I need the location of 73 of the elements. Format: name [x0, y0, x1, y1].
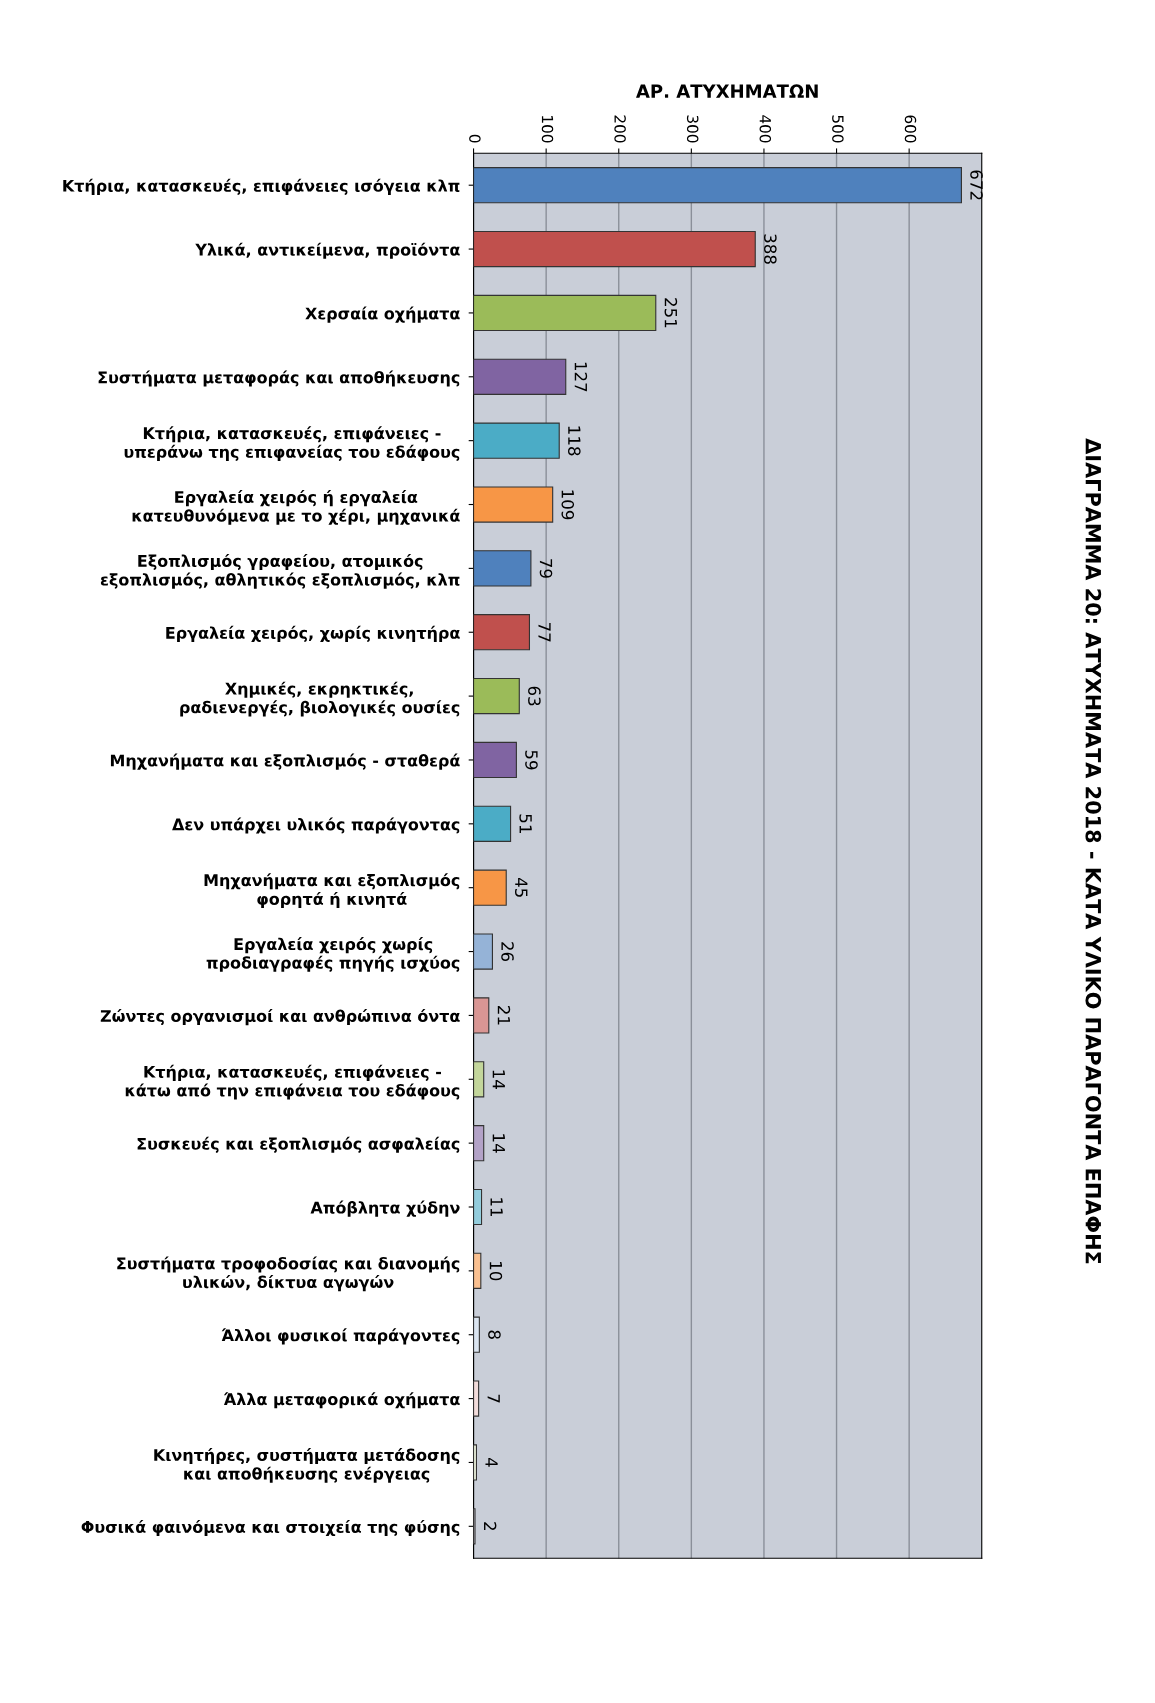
y-tick-label: Άλλα μεταφορικά οχήματα	[223, 1392, 460, 1409]
bar	[473, 230, 756, 268]
bar	[473, 997, 490, 1034]
y-tick-label: Κτήρια, κατασκευές, επιφάνειες - κάτω από την επιφάνεια του εδάφους	[125, 1064, 460, 1100]
y-tick-label: Δεν υπάρχει υλικός παράγοντας	[172, 817, 460, 834]
y-tick-label: Χερσαία οχήματα	[305, 306, 460, 323]
bar	[473, 294, 657, 332]
x-tick-label: 0	[469, 134, 481, 143]
bar	[473, 486, 554, 523]
bar	[473, 167, 962, 204]
y-tick-label: Εργαλεία χειρός ή εργαλεία κατευθυνόμενα με το χέρι, μηχανικά	[132, 490, 460, 525]
y-tick-label: Συσκευές και εξοπλισμός ασφαλείας	[137, 1136, 460, 1153]
data-label: 26	[501, 942, 514, 962]
x-tick-label: 400	[759, 115, 772, 143]
x-tick-label: 100	[541, 116, 554, 143]
bar	[473, 933, 493, 970]
data-label: 10	[489, 1262, 503, 1281]
data-label: 21	[497, 1006, 511, 1025]
data-label: 14	[492, 1134, 505, 1153]
y-tick-label: Εξοπλισμός γραφείου, ατομικός εξοπλισμός, αθλητικός εξοπλισμός, κλπ	[100, 553, 460, 589]
y-tick-label: Μηχανήματα και εξοπλισμός φορητά ή κινητά	[204, 873, 460, 909]
bar	[473, 1380, 480, 1417]
data-label: 59	[525, 750, 538, 770]
data-label: 14	[492, 1070, 505, 1089]
y-tick-label: Χημικές, εκρηκτικές, ραδιενεργές, βιολογικές ουσίες	[180, 681, 460, 717]
data-label: 63	[528, 686, 541, 706]
data-label: 672	[970, 170, 983, 200]
text: ΔΙΑΓΡΑΜΜΑ 20: ΑΤΥΧΗΜΑΤΑ 2018 - ΚΑΤΑ ΥΛΙΚΟ ΠΑΡΑΓΟΝΤΑ ΕΠΑΦΗΣ	[1085, 438, 1102, 1264]
x-axis-title: ΑΡ. ΑΤΥΧΗΜΑΤΩΝ	[636, 84, 818, 98]
bar	[473, 677, 520, 715]
data-label: 7	[487, 1394, 500, 1403]
data-label: 127	[574, 362, 588, 392]
bar	[473, 358, 567, 395]
y-tick-label: Κτήρια, κατασκευές, επιφάνειες ισόγεια κλπ	[63, 178, 460, 195]
y-tick-label: Ζώντες οργανισμοί και ανθρώπινα όντα	[100, 1009, 460, 1026]
bar	[473, 1125, 485, 1162]
data-label: 118	[568, 426, 581, 456]
y-tick-label: Απόβλητα χύδην	[310, 1200, 460, 1217]
bar	[473, 422, 560, 459]
data-label: 45	[515, 877, 528, 897]
data-label: 77	[538, 623, 551, 642]
data-label: 251	[664, 298, 678, 328]
x-tick-label: 200	[614, 115, 626, 143]
bar	[473, 614, 531, 651]
data-label: 2	[484, 1522, 497, 1530]
x-tick-label: 500	[832, 115, 844, 143]
y-tick-label: Φυσικά φαινόμενα και στοιχεία της φύσης	[81, 1519, 460, 1537]
data-label: 8	[488, 1330, 501, 1339]
y-tick-label: Κτήρια, κατασκευές, επιφάνειες - υπεράνω της επιφανείας του εδάφους	[124, 426, 460, 461]
y-tick-label: Συστήματα τροφοδοσίας και διανομής υλικών, δίκτυα αγωγών	[117, 1256, 460, 1292]
bar	[473, 805, 512, 842]
bar	[473, 1188, 483, 1226]
y-tick-label: Κινητήρες, συστήματα μετάδοσης και αποθήκευσης ενέργειας	[154, 1448, 460, 1483]
data-label: 388	[764, 234, 777, 264]
data-label: 79	[539, 559, 553, 578]
data-label: 11	[490, 1198, 503, 1217]
y-tick-label: Εργαλεία χειρός, χωρίς κινητήρα	[166, 625, 460, 642]
x-tick-label: 600	[904, 115, 917, 143]
y-tick-label: Εργαλεία χειρός χωρίς προδιαγραφές πηγής ισχύος	[206, 937, 460, 972]
bar	[473, 550, 532, 587]
bar	[473, 1316, 480, 1353]
x-tick-label: 300	[686, 115, 699, 143]
bar	[473, 869, 507, 906]
data-label: 51	[519, 814, 532, 833]
y-tick-label: Συστήματα μεταφοράς και αποθήκευσης	[98, 370, 460, 387]
bar	[473, 1444, 478, 1481]
bar	[473, 741, 517, 779]
y-tick-label: Μηχανήματα και εξοπλισμός - σταθερά	[110, 753, 460, 770]
y-tick-label: Άλλοι φυσικοί παράγοντες	[221, 1328, 460, 1345]
y-tick-label: Υλικά, αντικείμενα, προϊόντα	[195, 242, 460, 259]
data-label: 109	[561, 490, 575, 520]
data-label: 4	[485, 1457, 498, 1467]
bar	[473, 1061, 485, 1098]
